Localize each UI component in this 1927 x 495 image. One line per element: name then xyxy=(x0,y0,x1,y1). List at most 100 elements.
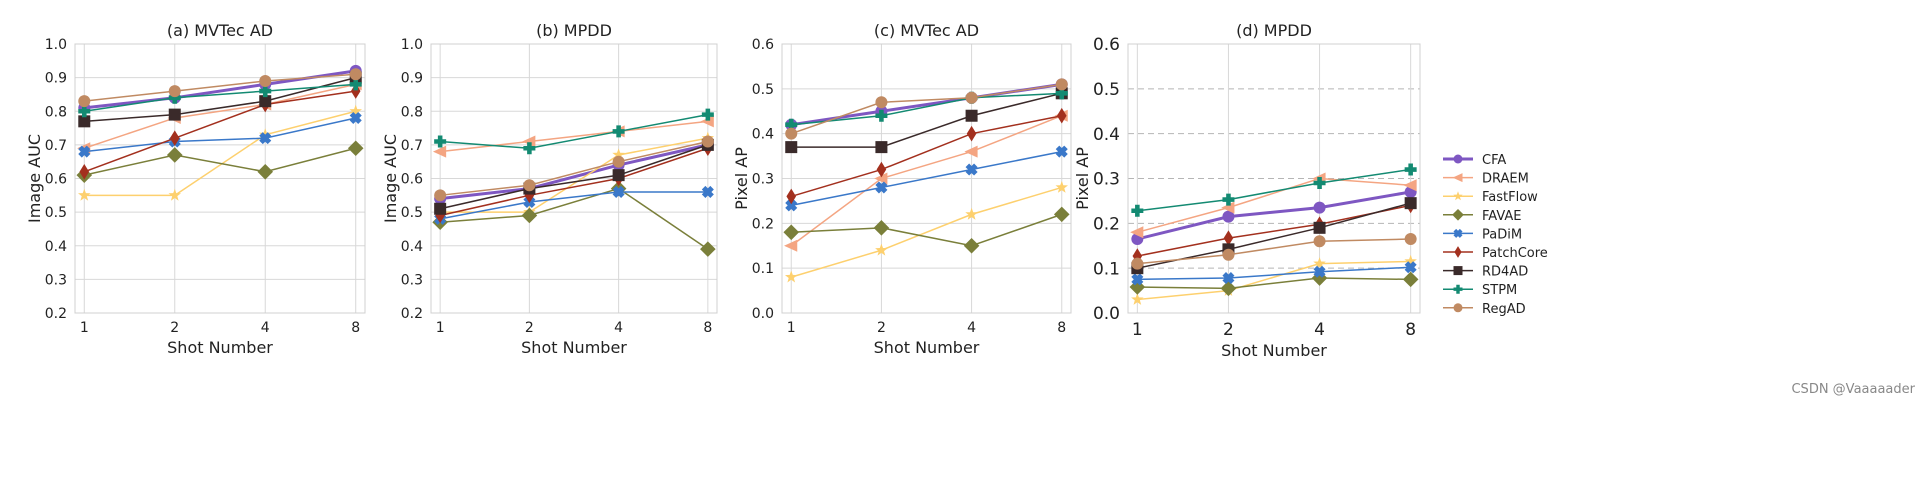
data-point-shape xyxy=(1404,261,1417,274)
data-point xyxy=(965,163,978,176)
series-favae xyxy=(1129,270,1419,297)
data-point xyxy=(435,207,445,224)
data-point xyxy=(965,207,978,220)
data-point xyxy=(783,224,800,241)
y-tick-label: 0.4 xyxy=(401,239,423,255)
data-point xyxy=(1313,201,1326,214)
data-point xyxy=(1056,107,1067,124)
watermark: CSDN @Vaaaaader xyxy=(1791,382,1915,397)
data-point xyxy=(1223,230,1234,246)
series-line xyxy=(440,113,708,149)
x-tick-label: 1 xyxy=(436,320,445,336)
y-tick-label: 0.6 xyxy=(45,172,67,188)
data-point xyxy=(966,125,977,142)
data-point xyxy=(349,104,362,117)
data-point-shape xyxy=(259,132,272,145)
series-line xyxy=(440,191,708,220)
data-point-shape xyxy=(1313,265,1326,278)
data-point xyxy=(785,127,798,140)
data-point xyxy=(259,132,272,145)
x-axis-label: Shot Number xyxy=(521,338,627,357)
legend-marker xyxy=(1453,284,1463,294)
data-point xyxy=(259,85,272,98)
series-line xyxy=(791,186,1062,278)
x-axis-label: Shot Number xyxy=(874,338,980,357)
x-tick-label: 8 xyxy=(703,320,712,336)
data-point xyxy=(1313,265,1326,278)
chart-title: (c) MVTec AD xyxy=(874,21,979,40)
y-tick-label: 0.6 xyxy=(752,37,774,53)
series-line xyxy=(440,120,708,153)
data-point xyxy=(521,207,538,224)
data-point xyxy=(1220,280,1237,297)
series-favae xyxy=(76,140,364,183)
data-point xyxy=(1404,254,1417,267)
series-line xyxy=(84,147,356,176)
data-point xyxy=(875,96,888,109)
series-regad xyxy=(785,78,1068,140)
data-point-shape xyxy=(965,163,978,176)
data-point xyxy=(612,155,625,168)
data-point xyxy=(1131,273,1144,286)
legend-label: CFA xyxy=(1482,153,1506,168)
data-point xyxy=(168,188,181,201)
data-point xyxy=(78,95,91,108)
y-tick-label: 0.3 xyxy=(1093,170,1120,190)
y-tick-label: 0.1 xyxy=(1093,259,1120,279)
y-tick-label: 0.4 xyxy=(45,239,67,255)
series-padim xyxy=(78,111,362,158)
data-point xyxy=(1402,271,1419,288)
series-patchcore xyxy=(786,107,1067,205)
legend-marker xyxy=(1454,246,1462,258)
series-line xyxy=(1137,266,1411,281)
y-tick-label: 0.8 xyxy=(45,104,67,120)
series-line xyxy=(791,83,1062,135)
y-tick-label: 0.7 xyxy=(401,138,423,154)
data-point xyxy=(1404,197,1417,210)
series-draem xyxy=(1130,172,1417,239)
series-regad xyxy=(434,135,714,202)
data-point xyxy=(1222,210,1235,223)
data-point xyxy=(432,145,447,158)
data-point xyxy=(785,270,798,283)
series-padim xyxy=(434,185,714,225)
data-point xyxy=(434,189,447,202)
series-line xyxy=(791,114,1062,198)
data-point xyxy=(349,78,362,91)
data-point xyxy=(349,68,362,81)
y-tick-label: 0.9 xyxy=(45,71,67,87)
data-point-shape xyxy=(875,181,888,194)
plot-frame xyxy=(1127,43,1421,314)
data-point xyxy=(78,115,91,128)
data-point xyxy=(168,108,181,121)
y-tick-label: 0.2 xyxy=(1093,214,1120,234)
data-point xyxy=(701,135,714,148)
x-tick-label: 2 xyxy=(877,320,886,336)
series-line xyxy=(440,187,709,250)
data-point-shape xyxy=(1131,273,1144,286)
series-regad xyxy=(78,68,362,108)
series-stpm xyxy=(434,108,714,155)
legend-item: RegAD xyxy=(1443,302,1526,317)
data-point xyxy=(1221,201,1235,214)
legend-marker xyxy=(1453,191,1463,201)
y-tick-label: 0.5 xyxy=(401,205,423,221)
data-point xyxy=(701,185,714,198)
data-point xyxy=(965,109,978,122)
legend-label: FAVAE xyxy=(1482,209,1522,224)
series-cfa xyxy=(1131,185,1417,246)
y-tick-label: 0.0 xyxy=(1093,304,1120,324)
y-tick-label: 0.5 xyxy=(45,205,67,221)
data-point xyxy=(875,109,888,122)
series-stpm xyxy=(1131,163,1417,217)
data-point xyxy=(1404,233,1417,246)
x-tick-label: 4 xyxy=(614,320,623,336)
data-point xyxy=(612,185,625,198)
data-point xyxy=(1129,279,1146,295)
data-point xyxy=(786,188,797,205)
x-tick-label: 2 xyxy=(525,320,534,336)
y-tick-label: 0.9 xyxy=(401,71,423,87)
data-point-shape xyxy=(1222,272,1235,285)
series-line xyxy=(791,150,1062,207)
data-point xyxy=(434,202,447,215)
